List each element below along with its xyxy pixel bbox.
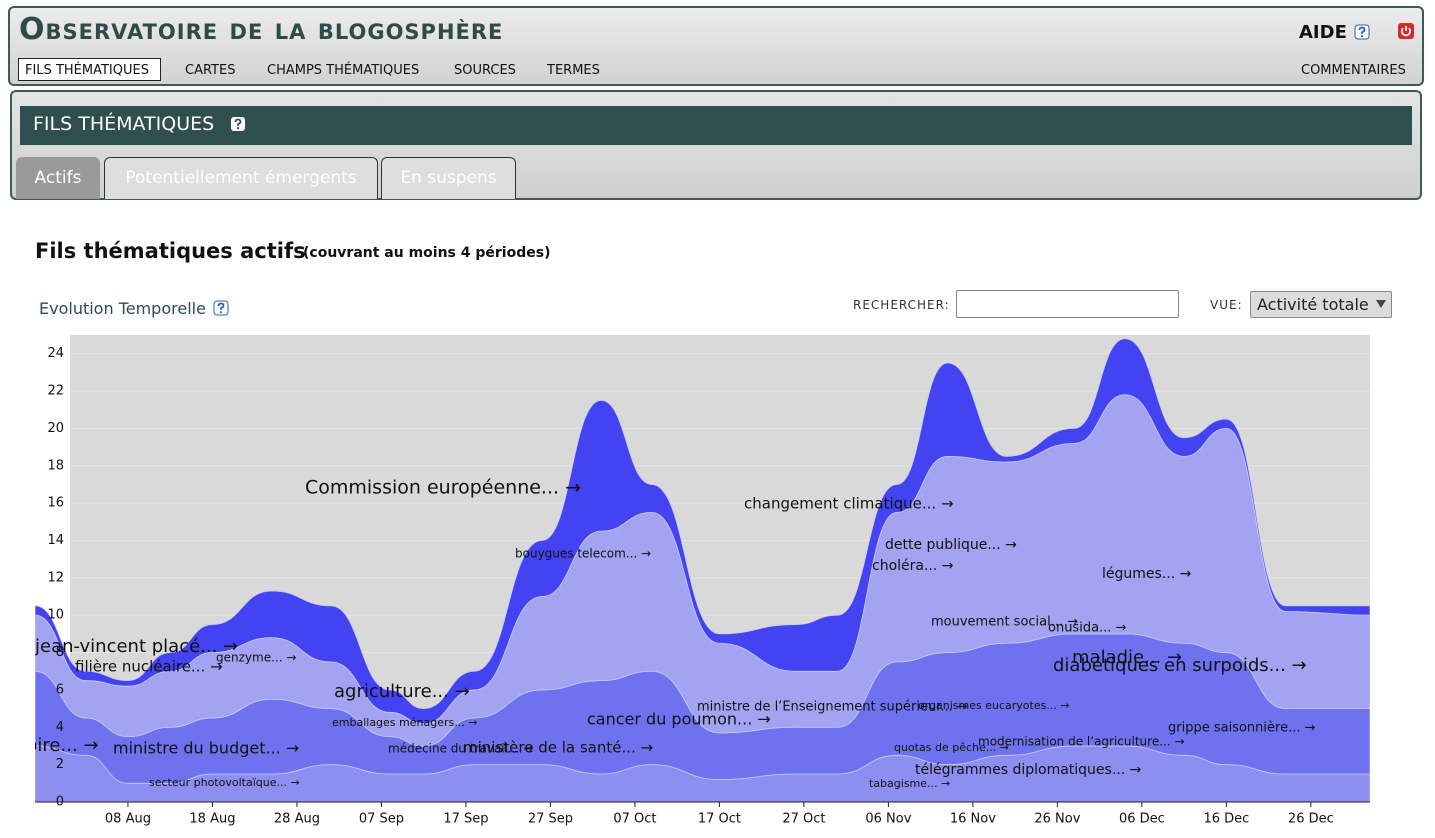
stream-label: ministère de la santé... → bbox=[463, 739, 653, 757]
search-input[interactable] bbox=[956, 290, 1179, 318]
stream-label: mouvement social... → bbox=[931, 615, 1078, 630]
subheading: (couvrant au moins 4 périodes) bbox=[303, 245, 551, 261]
stream-label: cancer du poumon... → bbox=[587, 710, 771, 729]
nav-item[interactable]: CHAMPS THÉMATIQUES bbox=[267, 63, 420, 78]
stream-label: agriculture... → bbox=[334, 681, 470, 702]
stream-label: Commission européenne... → bbox=[305, 477, 581, 499]
stream-label: quotas de pêche... → bbox=[894, 741, 1009, 754]
y-tick-label: 18 bbox=[47, 458, 64, 473]
y-tick-label: 20 bbox=[47, 421, 64, 436]
x-tick-label: 07 Oct bbox=[613, 812, 656, 827]
y-tick-label: 6 bbox=[56, 682, 64, 697]
stream-label: ministre du budget... → bbox=[113, 739, 299, 758]
view-value[interactable]: Activité totale bbox=[1257, 295, 1369, 314]
stream-label: genzyme... → bbox=[216, 651, 296, 665]
help-icon[interactable] bbox=[1354, 24, 1370, 40]
stream-label: changement climatique... → bbox=[744, 495, 954, 513]
stream-label: légumes... → bbox=[1102, 566, 1192, 582]
x-tick-label: 07 Sep bbox=[359, 812, 404, 827]
stream-label: emballages ménagers... → bbox=[332, 716, 477, 729]
stream-label: filière nucléaire... → bbox=[75, 658, 223, 676]
help-icon[interactable] bbox=[213, 300, 229, 316]
stream-label: jean-vincent placé... → bbox=[34, 636, 238, 657]
stream-label: bouygues telecom... → bbox=[515, 547, 651, 561]
chart: Commission européenne... → changement cli… bbox=[15, 335, 1370, 827]
stream-label: tabagisme... → bbox=[869, 777, 950, 790]
x-tick-label: 26 Dec bbox=[1288, 812, 1334, 827]
site-title: Observatoire de la blogosphère bbox=[19, 12, 504, 47]
y-tick-label: 10 bbox=[47, 608, 64, 623]
view-select[interactable] bbox=[1250, 291, 1392, 318]
select-arrow bbox=[1376, 300, 1386, 308]
x-tick-label: 17 Oct bbox=[698, 812, 741, 827]
help-link[interactable]: AIDE bbox=[1299, 22, 1347, 43]
tab[interactable]: Potentiellement émergents bbox=[104, 157, 378, 199]
active-nav-box bbox=[18, 58, 161, 81]
help-icon[interactable] bbox=[230, 116, 246, 132]
nav-item[interactable]: CARTES bbox=[185, 63, 236, 78]
stream-label: choléra... → bbox=[872, 558, 954, 574]
x-tick-label: 26 Nov bbox=[1034, 812, 1080, 827]
panel-title: Evolution Temporelle bbox=[39, 299, 206, 318]
x-tick-label: 27 Sep bbox=[528, 812, 573, 827]
heading: Fils thématiques actifs bbox=[35, 239, 306, 263]
x-tick-label: 06 Nov bbox=[865, 812, 911, 827]
nav-item[interactable]: COMMENTAIRES bbox=[1301, 63, 1406, 78]
x-tick-label: 17 Sep bbox=[443, 812, 488, 827]
section-title: FILS THÉMATIQUES bbox=[33, 113, 215, 135]
search-label: RECHERCHER: bbox=[853, 298, 950, 312]
stream-label: dette publique... → bbox=[885, 537, 1017, 553]
stream-label: onusida... → bbox=[1048, 621, 1127, 636]
stream-label: médecine du travail... → bbox=[388, 742, 533, 756]
x-tick-label: 16 Dec bbox=[1203, 812, 1249, 827]
y-tick-label: 4 bbox=[56, 720, 64, 735]
stream-label: télégrammes diplomatiques... → bbox=[915, 762, 1142, 778]
view-label: VUE: bbox=[1210, 298, 1243, 312]
x-tick-label: 28 Aug bbox=[274, 812, 320, 827]
stream-label: diabétiques en surpoids... → bbox=[1053, 655, 1307, 676]
x-tick-label: 06 Dec bbox=[1119, 812, 1165, 827]
stream-label: secteur photovoltaïque... → bbox=[149, 776, 300, 789]
logout-icon[interactable] bbox=[1397, 22, 1415, 40]
stream-label: organismes eucaryotes... → bbox=[918, 699, 1070, 712]
x-tick-label: 27 Oct bbox=[782, 812, 825, 827]
header bbox=[8, 6, 1424, 86]
nav-item[interactable]: SOURCES bbox=[454, 63, 516, 78]
y-tick-label: 12 bbox=[47, 570, 64, 585]
y-tick-label: 24 bbox=[47, 346, 64, 361]
x-tick-label: 18 Aug bbox=[189, 812, 235, 827]
section-bar bbox=[20, 106, 1412, 145]
nav-item[interactable]: FILS THÉMATIQUES bbox=[25, 63, 149, 78]
y-tick-label: 2 bbox=[56, 757, 64, 772]
tab[interactable]: En suspens bbox=[381, 157, 516, 199]
stream-label: noire... → bbox=[15, 735, 98, 756]
stream-label: modernisation de l’agriculture... → bbox=[978, 735, 1185, 749]
stream-layer bbox=[35, 338, 1370, 724]
x-tick-label: 08 Aug bbox=[105, 812, 151, 827]
nav-item[interactable]: TERMES bbox=[547, 63, 600, 78]
stream-label: maladie... → bbox=[1072, 647, 1182, 668]
x-tick-label: 16 Nov bbox=[950, 812, 996, 827]
stream-label: grippe saisonnière... → bbox=[1168, 721, 1316, 736]
y-tick-label: 14 bbox=[47, 533, 64, 548]
y-tick-label: 16 bbox=[47, 496, 64, 511]
tab-active[interactable]: Actifs bbox=[16, 157, 100, 199]
y-tick-label: 8 bbox=[56, 645, 64, 660]
stream-label: ministre de l’Enseignement supérieur... … bbox=[697, 700, 968, 715]
y-tick-label: 22 bbox=[47, 384, 64, 399]
streams: Commission européenne... → changement cli… bbox=[15, 338, 1370, 802]
